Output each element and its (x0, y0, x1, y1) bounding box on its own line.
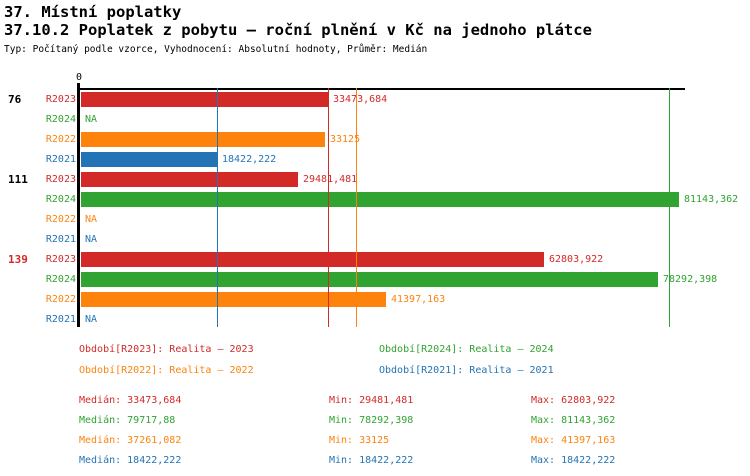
bar-value-label: NA (85, 114, 98, 125)
row-series-label: R2021 (45, 154, 76, 165)
group-label: 139 (8, 253, 28, 266)
median-line-R2021 (217, 88, 218, 327)
stats-min-R2024: Min: 78292,398 (329, 415, 414, 426)
legend-item-R2024: Období[R2024]: Realita – 2024 (379, 344, 554, 355)
stats-max-R2022: Max: 41397,163 (531, 435, 616, 446)
row-series-label: R2024 (45, 194, 76, 205)
row-series-label: R2022 (45, 134, 76, 145)
stats-max-R2023: Max: 62803,922 (531, 395, 616, 406)
row-series-label: R2024 (45, 274, 76, 285)
stats-median-R2022: Medián: 37261,082 (79, 435, 182, 446)
bar-value-label: 41397,163 (391, 294, 446, 305)
report-title: 37. Místní poplatky (4, 3, 182, 21)
row-series-label: R2021 (45, 234, 76, 245)
bar-value-label: 81143,362 (684, 194, 739, 205)
bar-R2023 (81, 172, 298, 187)
row-series-label: R2022 (45, 214, 76, 225)
y-axis-line (77, 83, 80, 327)
report-meta-line: Typ: Počítaný podle vzorce, Vyhodnocení:… (4, 44, 428, 55)
row-series-label: R2024 (45, 114, 76, 125)
bar-value-label: 33473,684 (333, 94, 388, 105)
stats-min-R2021: Min: 18422,222 (329, 455, 414, 466)
bar-R2023 (81, 252, 544, 267)
bar-value-label: 62803,922 (549, 254, 604, 265)
stats-median-R2023: Medián: 33473,684 (79, 395, 182, 406)
legend-item-R2023: Období[R2023]: Realita – 2023 (79, 344, 254, 355)
median-line-R2022 (356, 88, 357, 327)
group-label: 76 (8, 93, 22, 106)
bar-R2023 (81, 92, 328, 107)
legend-item-R2021: Období[R2021]: Realita – 2021 (379, 365, 554, 376)
stats-min-R2023: Min: 29481,481 (329, 395, 414, 406)
bar-value-label: NA (85, 314, 98, 325)
stats-max-R2021: Max: 18422,222 (531, 455, 616, 466)
stats-max-R2024: Max: 81143,362 (531, 415, 616, 426)
bar-value-label: 18422,222 (222, 154, 277, 165)
bar-value-label: 29481,481 (303, 174, 358, 185)
report-subtitle: 37.10.2 Poplatek z pobytu – roční plnění… (4, 21, 592, 39)
group-label: 111 (8, 173, 28, 186)
row-series-label: R2023 (45, 94, 76, 105)
bar-value-label: NA (85, 234, 98, 245)
stats-min-R2022: Min: 33125 (329, 435, 390, 446)
bar-R2021 (81, 152, 217, 167)
stats-median-R2021: Medián: 18422,222 (79, 455, 182, 466)
bar-value-label: NA (85, 214, 98, 225)
median-line-R2024 (669, 88, 670, 327)
bar-R2024 (81, 192, 679, 207)
x-axis-zero-tick-label: 0 (75, 72, 83, 83)
median-line-R2023 (328, 88, 329, 327)
row-series-label: R2021 (45, 314, 76, 325)
bar-value-label: 78292,398 (663, 274, 718, 285)
bar-R2022 (81, 132, 325, 147)
row-series-label: R2022 (45, 294, 76, 305)
stats-median-R2024: Medián: 79717,88 (79, 415, 176, 426)
row-series-label: R2023 (45, 174, 76, 185)
bar-value-label: 33125 (330, 134, 361, 145)
legend-item-R2022: Období[R2022]: Realita – 2022 (79, 365, 254, 376)
x-axis-line (77, 88, 685, 90)
row-series-label: R2023 (45, 254, 76, 265)
bar-R2024 (81, 272, 658, 287)
bar-R2022 (81, 292, 386, 307)
